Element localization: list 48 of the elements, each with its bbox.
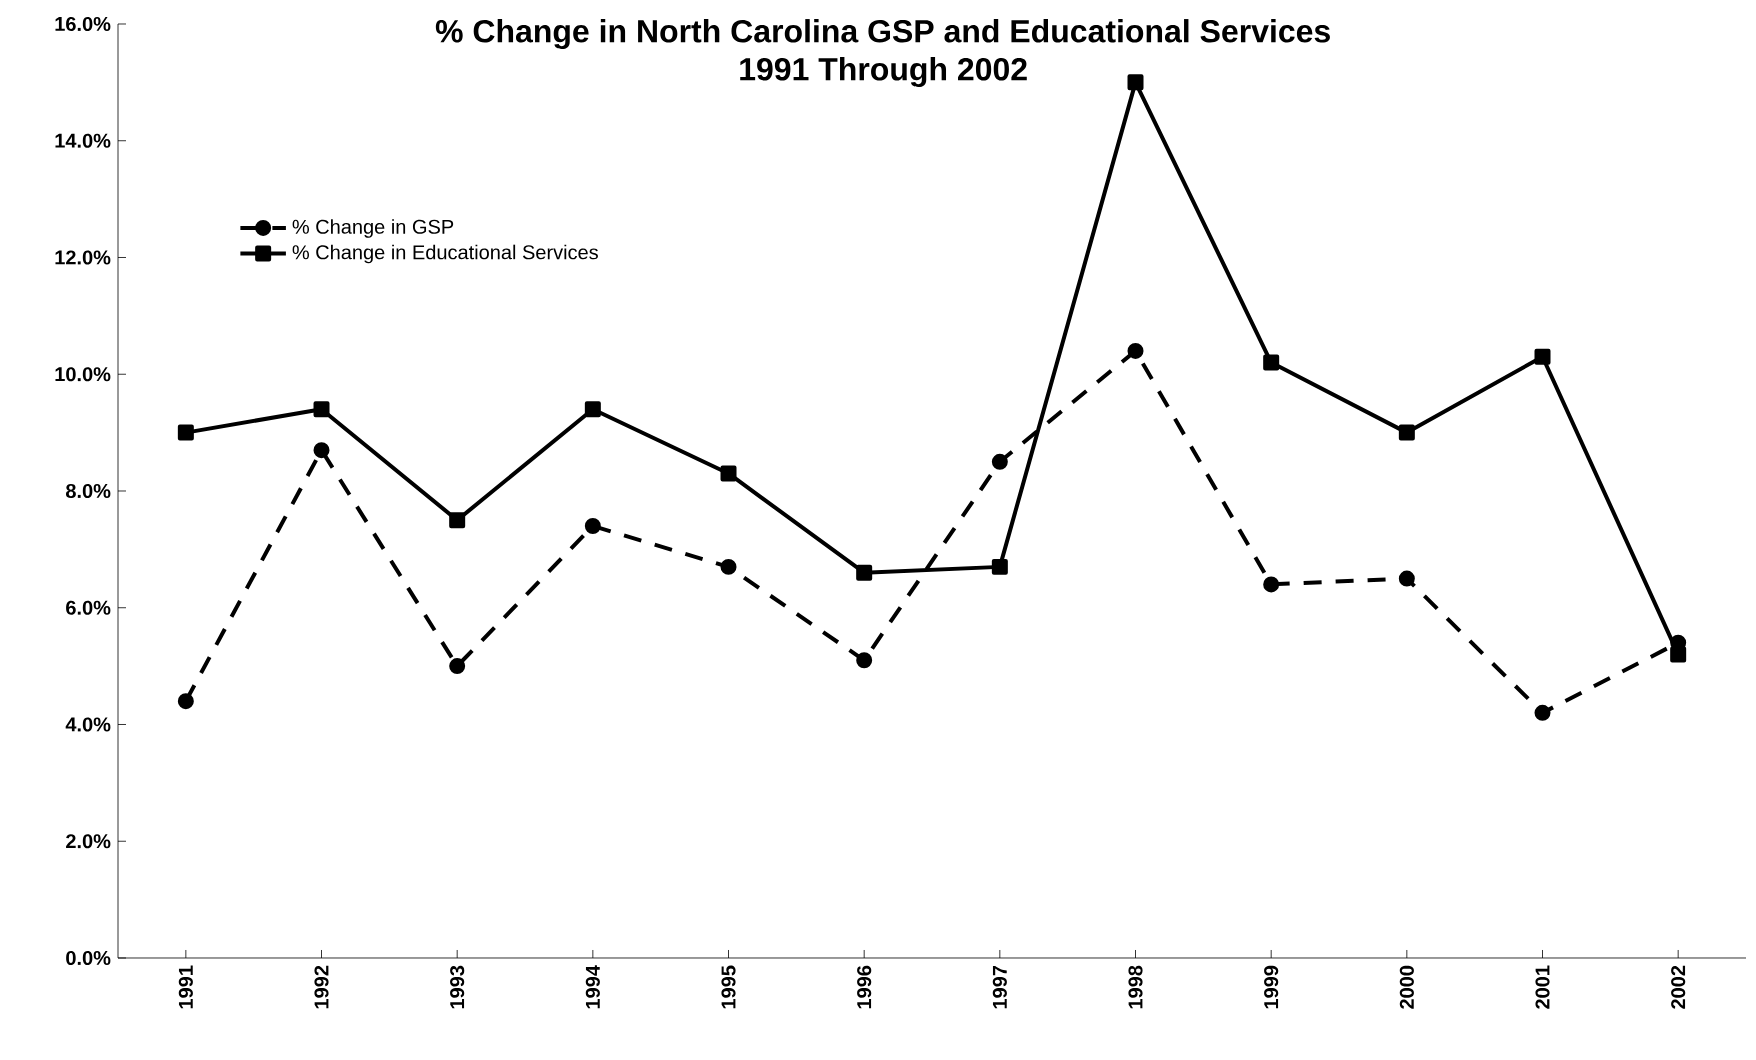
point [1670,646,1687,663]
point [720,465,737,482]
text: 1991 Through 2002 [740,57,1027,88]
legend-label: % Change in GSP [292,219,454,238]
y-tick-label: 2.0% [66,834,111,849]
x-tick-label: 2001 [1535,965,1550,1009]
point [991,558,1008,575]
point [177,424,194,441]
x-tick-label: 2002 [1671,965,1686,1009]
x-tick-label: 2000 [1399,965,1414,1009]
point [1263,354,1280,371]
legend-label: % Change in Educational Services [292,244,598,264]
point [1263,576,1280,593]
point [856,564,873,581]
y-tick-label: 8.0% [65,483,111,499]
point [313,401,330,418]
point [1127,342,1144,359]
x-tick-label: 1996 [857,965,872,1009]
point [584,518,601,535]
x-tick-label: 1999 [1264,965,1279,1009]
y-tick-label: 16.0% [55,16,111,32]
x-tick-label: 1995 [721,965,736,1009]
point [177,693,194,710]
x-tick-label: 1998 [1128,965,1143,1009]
y-tick-label: 10.0% [55,367,111,382]
point [313,442,330,459]
point [449,512,466,529]
point [1398,424,1415,441]
point [1534,704,1551,721]
point [584,401,601,418]
y-tick-label: 12.0% [55,250,111,265]
y-tick-label: 14.0% [55,133,111,148]
x-tick-label: 1992 [314,965,329,1009]
point [1534,348,1551,365]
point [720,558,737,575]
x-tick-label: 1997 [992,965,1007,1009]
point [856,652,873,669]
x-tick-label: 1991 [178,965,193,1009]
y-tick-label: 0.0% [66,950,111,966]
point [1127,74,1144,91]
x-tick-label: 1993 [450,965,465,1009]
point [1398,570,1415,587]
y-tick-label: 6.0% [66,600,111,615]
point [991,453,1008,470]
y-tick-label: 4.0% [65,717,111,732]
chart-title: % Change in North Carolina GSP and Educational Services [435,19,1330,50]
x-tick-label: 1994 [585,965,600,1009]
point [449,658,466,675]
